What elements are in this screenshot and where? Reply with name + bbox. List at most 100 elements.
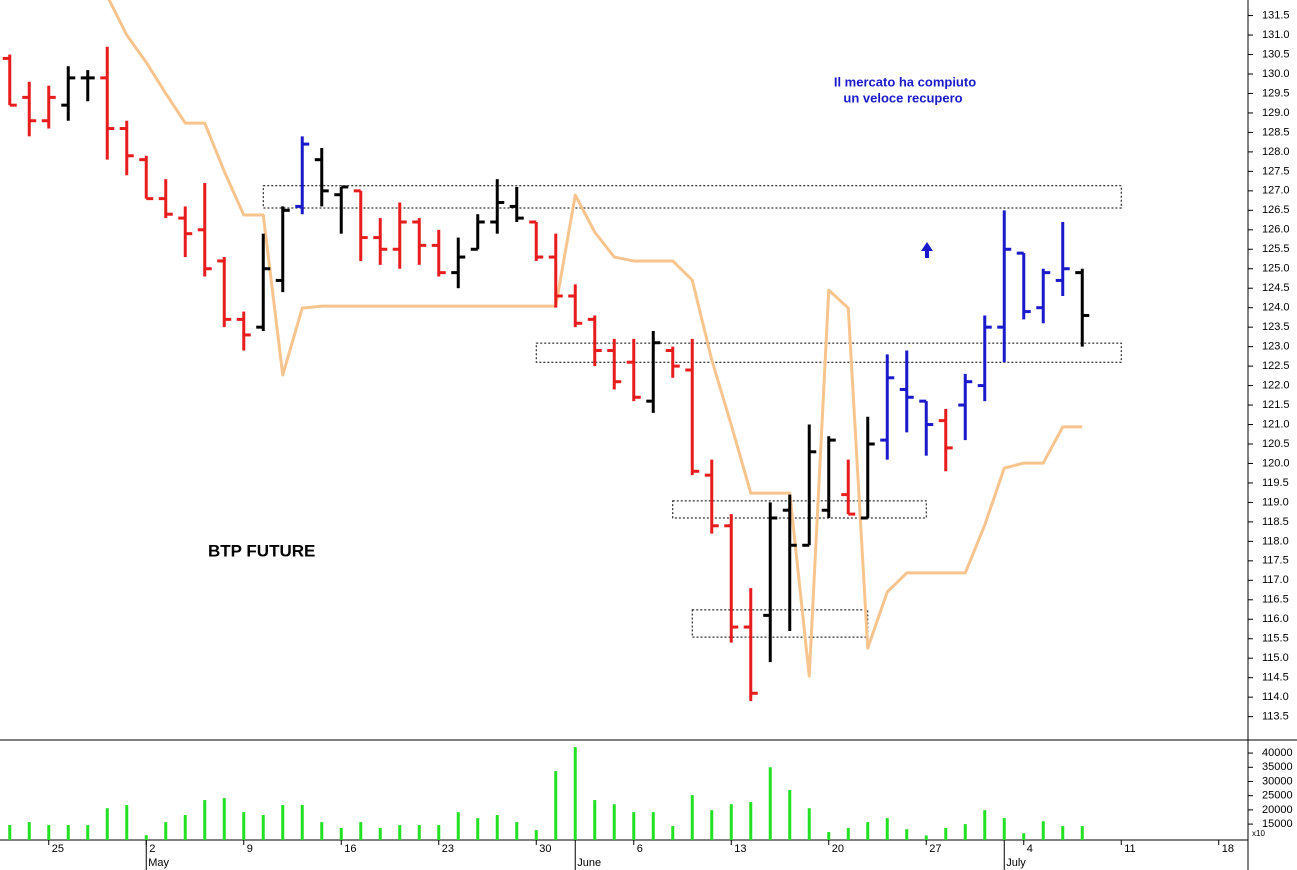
month-label: July: [1006, 857, 1026, 869]
annotation: un veloce recupero: [843, 90, 962, 105]
up-arrow: [921, 242, 933, 258]
y-tick-label: 129.5: [1262, 87, 1290, 99]
volume-bar: [66, 825, 70, 840]
volume-bar: [905, 829, 909, 840]
y-tick-label: 122.5: [1262, 360, 1290, 372]
volume-bar: [651, 812, 655, 840]
volume-bar: [924, 835, 928, 840]
volume-bar: [86, 825, 90, 840]
volume-bar: [1022, 833, 1026, 840]
y-tick-label: 113.5: [1262, 711, 1289, 723]
volume-bar: [963, 824, 967, 840]
y-tick-label: 125.5: [1262, 243, 1290, 255]
volume-bar: [437, 825, 441, 840]
volume-bar: [593, 800, 597, 840]
volume-bar: [144, 835, 148, 840]
volume-bar: [320, 822, 324, 840]
y-tick-label: 127.5: [1262, 165, 1290, 177]
y-tick-label: 116.5: [1262, 594, 1289, 606]
x-tick-label: 18: [1222, 843, 1234, 855]
y-tick-label: 131.5: [1262, 9, 1290, 21]
zone: [262, 185, 1122, 209]
y-tick-label: 126.5: [1262, 204, 1290, 216]
y2-tick-label: 15000: [1262, 818, 1293, 830]
volume-bar: [807, 808, 811, 840]
y-tick-label: 115.5: [1262, 633, 1289, 645]
volume-bar: [8, 825, 12, 840]
y-tick-label: 129.0: [1262, 107, 1290, 119]
y-tick-label: 115.0: [1262, 652, 1289, 664]
zone: [672, 500, 927, 519]
y-tick-label: 130.0: [1262, 68, 1290, 80]
volume-bar: [1041, 821, 1045, 840]
volume-bar: [710, 810, 714, 840]
y-tick-label: 118.5: [1262, 516, 1289, 528]
volume-bar: [203, 800, 207, 840]
y-tick-label: 116.0: [1262, 613, 1289, 625]
y-tick-label: 123.5: [1262, 321, 1290, 333]
annotation: Il mercato ha compiuto: [834, 74, 976, 89]
volume-bar: [105, 808, 109, 840]
volume-bar: [1061, 826, 1065, 840]
y-tick-label: 126.0: [1262, 224, 1290, 236]
x-tick-label: 2: [149, 843, 155, 855]
volume-bar: [554, 771, 558, 840]
volume-bar: [378, 828, 382, 840]
volume-bar: [944, 828, 948, 840]
x-tick-label: 6: [637, 843, 643, 855]
month-label: June: [577, 857, 601, 869]
volume-bar: [300, 805, 304, 840]
volume-bar: [573, 747, 577, 840]
volume-bar: [476, 818, 480, 840]
y-tick-label: 122.0: [1262, 379, 1290, 391]
volume-bar: [417, 825, 421, 840]
x-tick-label: 11: [1124, 843, 1135, 855]
chart-title: BTP FUTURE: [208, 541, 315, 560]
y2-tick-label: 35000: [1262, 761, 1293, 773]
y-tick-label: 128.0: [1262, 146, 1290, 158]
y-tick-label: 124.0: [1262, 302, 1290, 314]
volume-bar: [495, 815, 499, 840]
y-tick-label: 128.5: [1262, 126, 1290, 138]
volume-bar: [398, 825, 402, 840]
month-label: May: [148, 857, 169, 869]
y2-tick-label: 20000: [1262, 804, 1293, 816]
volume-bar: [456, 812, 460, 840]
volume-bar: [281, 805, 285, 840]
y-tick-label: 121.5: [1262, 399, 1290, 411]
volume-bar: [983, 810, 987, 840]
y2-tick-label: 40000: [1262, 747, 1293, 759]
volume-bar: [183, 815, 187, 840]
y-tick-label: 124.5: [1262, 282, 1290, 294]
volume-bar: [339, 828, 343, 840]
volume-bar: [788, 790, 792, 840]
x-tick-label: 4: [1027, 843, 1033, 855]
volume-bar: [261, 815, 265, 840]
x-tick-label: 13: [734, 843, 746, 855]
volume-bar: [27, 822, 31, 840]
y-tick-label: 120.0: [1262, 457, 1290, 469]
x-tick-label: 23: [442, 843, 454, 855]
volume-bar: [749, 802, 753, 840]
y2-tick-label: 25000: [1262, 790, 1293, 802]
y-tick-label: 121.0: [1262, 418, 1290, 430]
volume-bar: [827, 832, 831, 840]
volume-bar: [768, 767, 772, 840]
volume-bar: [125, 805, 129, 840]
volume-bar: [671, 826, 675, 840]
y-tick-label: 117.0: [1262, 574, 1289, 586]
volume-bar: [866, 822, 870, 840]
x-tick-label: 27: [929, 843, 941, 855]
y-tick-label: 127.0: [1262, 185, 1290, 197]
volume-bar: [164, 822, 168, 840]
x-tick-label: 20: [832, 843, 844, 855]
y-tick-label: 125.0: [1262, 263, 1290, 275]
y-tick-label: 120.5: [1262, 438, 1290, 450]
volume-bar: [632, 812, 636, 840]
x-tick-label: 30: [539, 843, 551, 855]
x-tick-label: 16: [344, 843, 356, 855]
y-tick-label: 119.5: [1262, 477, 1289, 489]
